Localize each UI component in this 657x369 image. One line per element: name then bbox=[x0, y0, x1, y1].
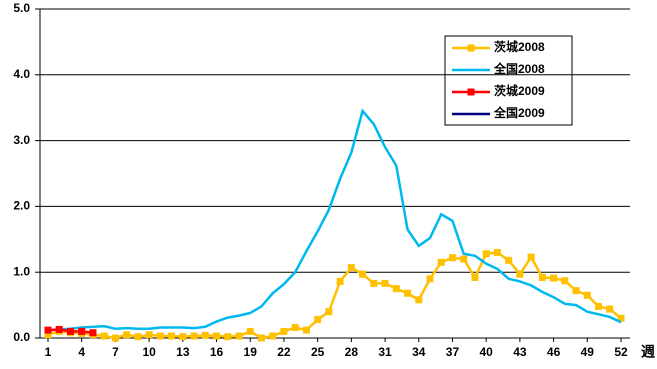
marker bbox=[583, 291, 591, 299]
marker bbox=[201, 331, 209, 339]
marker bbox=[190, 332, 198, 340]
marker bbox=[224, 333, 232, 341]
legend-marker bbox=[467, 88, 475, 96]
marker bbox=[269, 332, 277, 340]
marker bbox=[66, 327, 74, 335]
legend-marker bbox=[467, 44, 475, 52]
x-tick-label: 22 bbox=[277, 345, 291, 359]
x-tick-label: 28 bbox=[345, 345, 359, 359]
marker bbox=[168, 332, 176, 340]
series-line bbox=[47, 108, 622, 332]
legend-label: 茨城2009 bbox=[494, 83, 545, 98]
marker bbox=[606, 305, 614, 313]
marker bbox=[426, 275, 434, 283]
x-tick-label: 37 bbox=[446, 345, 460, 359]
marker bbox=[100, 332, 108, 340]
marker bbox=[134, 333, 142, 341]
marker bbox=[538, 273, 546, 281]
marker bbox=[404, 289, 412, 297]
x-tick-label: 13 bbox=[176, 345, 190, 359]
marker bbox=[460, 255, 468, 263]
marker bbox=[359, 270, 367, 278]
legend-box bbox=[444, 35, 573, 126]
marker bbox=[493, 248, 501, 256]
marker bbox=[505, 256, 513, 264]
marker bbox=[415, 296, 423, 304]
marker bbox=[595, 302, 603, 310]
marker bbox=[347, 264, 355, 272]
marker bbox=[336, 277, 344, 285]
y-tick-label: 3.0 bbox=[13, 133, 30, 147]
legend-label: 茨城2008 bbox=[494, 39, 545, 54]
x-tick-label: 43 bbox=[513, 345, 527, 359]
marker bbox=[302, 326, 310, 334]
marker bbox=[111, 334, 119, 342]
marker bbox=[78, 327, 86, 335]
marker bbox=[156, 332, 164, 340]
x-tick-label: 4 bbox=[78, 345, 85, 359]
x-tick-label: 7 bbox=[112, 345, 119, 359]
marker bbox=[291, 323, 299, 331]
x-tick-label: 49 bbox=[581, 345, 595, 359]
marker bbox=[314, 316, 322, 324]
marker bbox=[381, 279, 389, 287]
marker bbox=[392, 285, 400, 293]
marker bbox=[123, 331, 131, 339]
x-tick-label: 46 bbox=[547, 345, 561, 359]
series-line bbox=[47, 251, 622, 340]
x-tick-label: 16 bbox=[210, 345, 224, 359]
marker bbox=[437, 258, 445, 266]
marker bbox=[213, 332, 221, 340]
marker bbox=[370, 279, 378, 287]
x-tick-label: 10 bbox=[142, 345, 156, 359]
y-tick-label: 4.0 bbox=[13, 67, 30, 81]
x-axis-label: 週 bbox=[641, 344, 655, 360]
marker bbox=[55, 325, 63, 333]
marker bbox=[550, 274, 558, 282]
x-tick-label: 19 bbox=[244, 345, 258, 359]
x-tick-label: 31 bbox=[378, 345, 392, 359]
marker bbox=[482, 250, 490, 258]
x-tick-label: 34 bbox=[412, 345, 426, 359]
marker bbox=[280, 327, 288, 335]
marker bbox=[325, 308, 333, 316]
y-tick-label: 2.0 bbox=[13, 199, 30, 213]
y-tick-label: 5.0 bbox=[13, 1, 30, 15]
marker bbox=[516, 270, 524, 278]
marker bbox=[44, 326, 52, 334]
marker bbox=[572, 287, 580, 295]
marker bbox=[527, 253, 535, 261]
marker bbox=[471, 273, 479, 281]
marker bbox=[448, 254, 456, 262]
x-tick-label: 40 bbox=[479, 345, 493, 359]
legend-label: 全国2009 bbox=[493, 105, 545, 120]
marker bbox=[89, 329, 97, 337]
x-tick-label: 52 bbox=[614, 345, 628, 359]
marker bbox=[246, 327, 254, 335]
marker bbox=[561, 277, 569, 285]
marker bbox=[235, 332, 243, 340]
legend-label: 全国2008 bbox=[493, 61, 545, 76]
marker bbox=[257, 334, 265, 342]
marker bbox=[179, 333, 187, 341]
y-tick-label: 1.0 bbox=[13, 264, 30, 278]
x-tick-label: 25 bbox=[311, 345, 325, 359]
marker bbox=[44, 331, 52, 339]
y-tick-label: 0.0 bbox=[13, 330, 30, 344]
marker bbox=[145, 331, 153, 339]
marker bbox=[617, 314, 625, 322]
x-tick-label: 1 bbox=[45, 345, 52, 359]
